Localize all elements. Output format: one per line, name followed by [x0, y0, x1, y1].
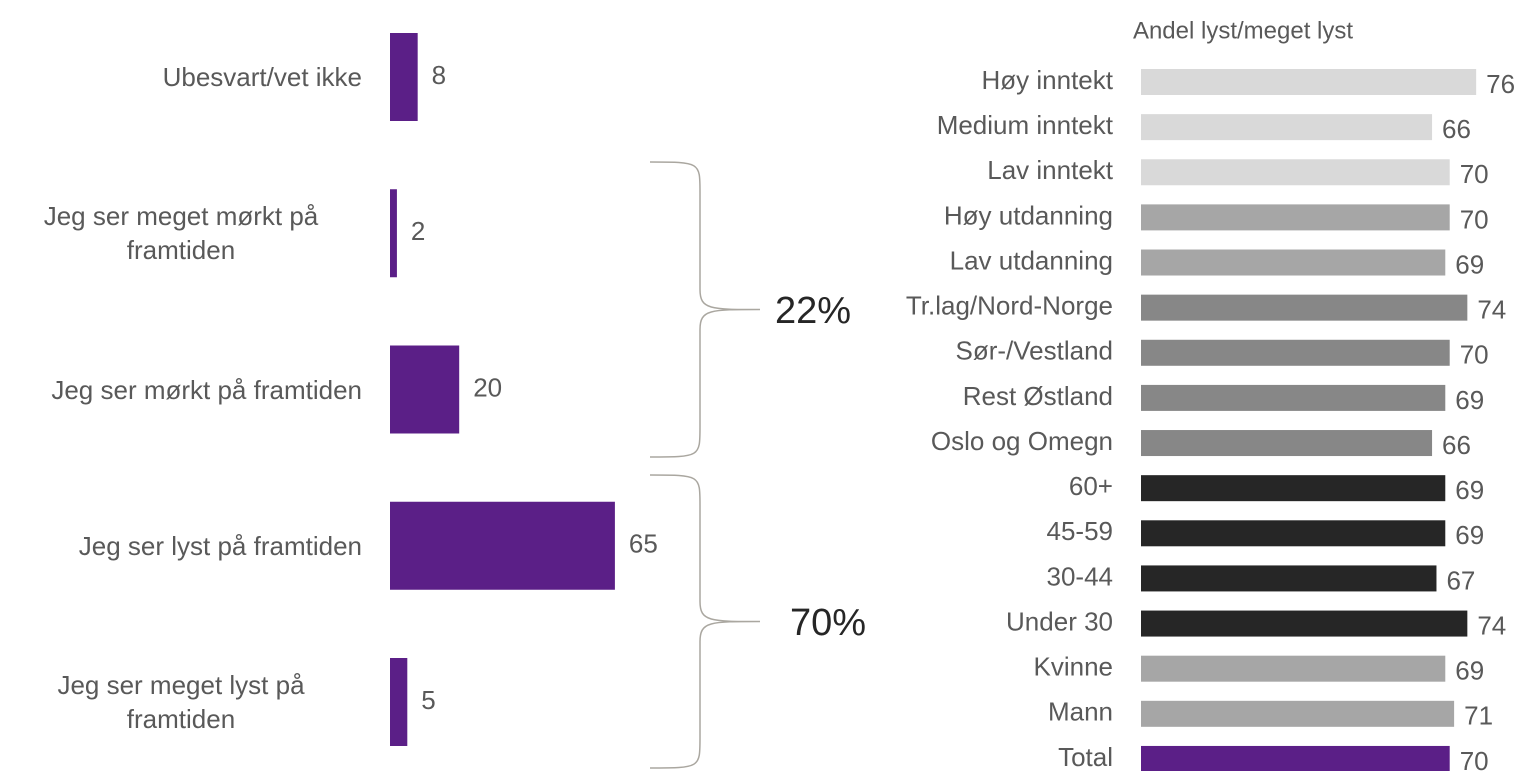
bracket: [649, 161, 761, 458]
category-label: Jeg ser mørkt på framtiden: [51, 374, 362, 405]
category-label: Jeg ser meget mørkt på framtiden: [43, 201, 319, 266]
bar: [1141, 565, 1437, 592]
bar: [1141, 339, 1450, 366]
bar: [1141, 700, 1455, 727]
category-label: Mann: [1048, 697, 1113, 727]
category-label: Rest Østland: [963, 381, 1113, 411]
value-label: 69: [1455, 475, 1484, 505]
bar: [1141, 384, 1446, 411]
bar: [390, 189, 397, 278]
category-label: Medium inntekt: [937, 110, 1114, 140]
value-label: 8: [432, 60, 446, 90]
category-label: Total: [1058, 742, 1113, 771]
bar: [1141, 475, 1446, 502]
bar: [1141, 204, 1450, 231]
bar: [1141, 114, 1433, 141]
value-label: 69: [1455, 520, 1484, 550]
category-label: Kvinne: [1034, 652, 1114, 682]
value-label: 67: [1446, 565, 1475, 595]
value-label: 69: [1455, 656, 1484, 686]
bar: [390, 658, 408, 746]
value-label: 70: [1460, 340, 1489, 370]
category-label: Lav inntekt: [987, 155, 1114, 185]
value-label: 5: [421, 685, 435, 715]
annotation: 22%: [775, 290, 851, 332]
bar: [1141, 249, 1446, 276]
value-label: 70: [1460, 746, 1489, 771]
value-label: 70: [1460, 159, 1489, 189]
value-label: 69: [1455, 385, 1484, 415]
bar: [1141, 69, 1477, 95]
category-label: Høy utdanning: [944, 200, 1113, 230]
bar: [1141, 655, 1446, 682]
category-label: Lav utdanning: [950, 245, 1113, 275]
category-label: 45-59: [1047, 516, 1114, 546]
bar: [1141, 430, 1433, 457]
category-label: 30-44: [1047, 561, 1114, 591]
value-label: 2: [411, 216, 425, 246]
value-label: 69: [1455, 249, 1484, 279]
category-label: Under 30: [1006, 606, 1113, 636]
bar: [1141, 520, 1446, 547]
annotation: 70%: [790, 602, 866, 644]
value-label: 74: [1477, 610, 1506, 640]
value-label: 70: [1460, 204, 1489, 234]
category-label: 60+: [1069, 471, 1113, 501]
value-label: 71: [1464, 701, 1493, 731]
bar: [390, 345, 460, 434]
value-label: 66: [1442, 114, 1471, 144]
chart-title: Andel lyst/meget lyst: [1133, 17, 1353, 44]
bracket: [649, 474, 761, 769]
value-label: 66: [1442, 430, 1471, 460]
category-label: Sør-/Vestland: [955, 336, 1113, 366]
category-label: Oslo og Omegn: [931, 426, 1113, 456]
value-label: 76: [1486, 69, 1515, 99]
category-label: Høy inntekt: [982, 65, 1114, 95]
bar: [390, 33, 418, 121]
category-label: Ubesvart/vet ikke: [162, 62, 362, 92]
bar: [1141, 610, 1468, 637]
value-label: 65: [629, 529, 658, 559]
bar: [1141, 294, 1468, 321]
bar: [390, 501, 615, 590]
value-label: 20: [473, 372, 502, 402]
category-label: Jeg ser lyst på framtiden: [78, 530, 362, 561]
category-label: Jeg ser meget lyst på framtiden: [57, 670, 305, 734]
category-label: Tr.lag/Nord-Norge: [906, 291, 1113, 321]
bar: [1141, 745, 1450, 771]
value-label: 74: [1477, 295, 1506, 325]
bar: [1141, 159, 1450, 186]
